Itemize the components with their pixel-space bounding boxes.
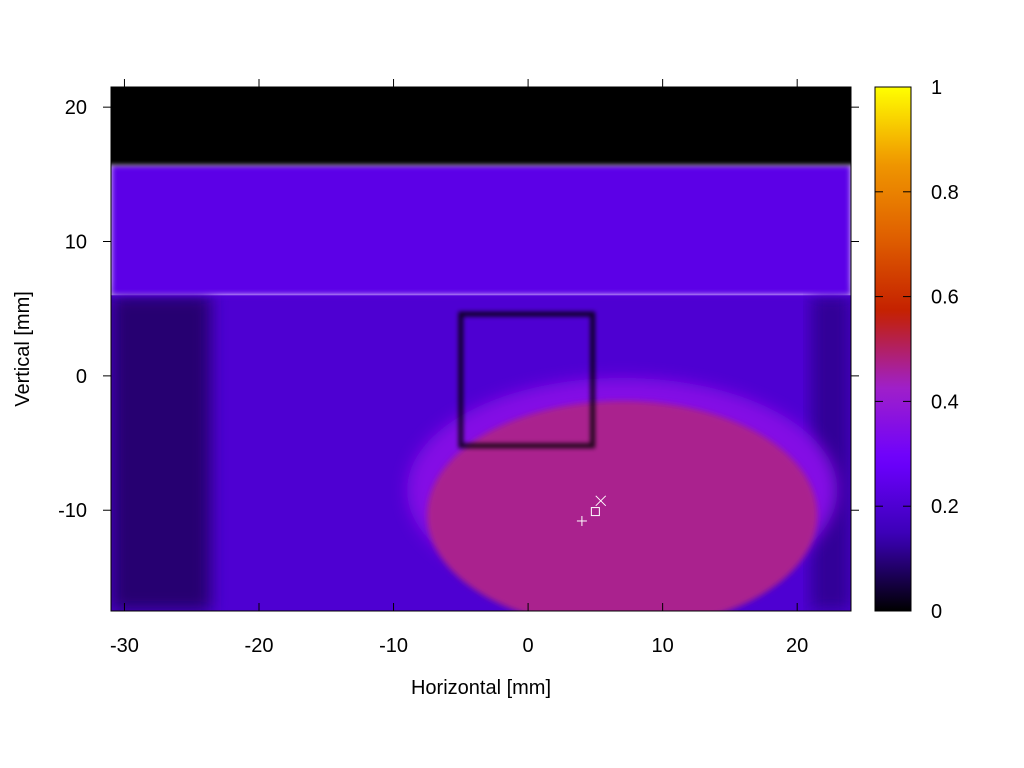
y-tick-label: 20 [65, 97, 87, 119]
colorbar-axis: 0 0.2 0.4 0.6 0.8 1 [875, 77, 959, 623]
y-axis-title: Vertical [mm] [12, 291, 34, 407]
colorbar-tick-label: 0.8 [931, 182, 959, 204]
x-tick-label: -30 [110, 635, 139, 657]
x-tick-label: 20 [786, 635, 808, 657]
x-tick-label: 0 [523, 635, 534, 657]
y-axis: 20 10 0 -10 [58, 97, 859, 522]
y-tick-label: -10 [58, 500, 87, 522]
colorbar-tick-label: 1 [931, 77, 942, 99]
colorbar-tick-label: 0.6 [931, 287, 959, 309]
y-tick-label: 0 [76, 366, 87, 388]
x-axis-title: Horizontal [mm] [411, 677, 551, 699]
x-tick-label: -10 [379, 635, 408, 657]
x-axis: -30 -20 -10 0 10 20 [110, 79, 808, 657]
colorbar-tick-label: 0 [931, 601, 942, 623]
hot-spot [427, 401, 818, 611]
marker-plus [576, 515, 587, 526]
colorbar-tick-label: 0.4 [931, 391, 959, 413]
x-tick-label: 10 [652, 635, 674, 657]
colorbar-tick-label: 0.2 [931, 496, 959, 518]
marker-square [590, 507, 600, 517]
region-halo-band [111, 164, 851, 296]
marker-x-b [595, 495, 607, 507]
marker-x [595, 495, 607, 507]
x-tick-label: -20 [245, 635, 274, 657]
y-tick-label: 10 [65, 232, 87, 254]
heatmap-plot-area [111, 87, 851, 611]
colorbar-gradient [874, 86, 912, 612]
plot-frame [110, 86, 852, 612]
colorbar [874, 86, 912, 612]
region-left-shade [111, 295, 211, 611]
region-dark-band [111, 87, 851, 165]
window-frame [458, 311, 596, 449]
